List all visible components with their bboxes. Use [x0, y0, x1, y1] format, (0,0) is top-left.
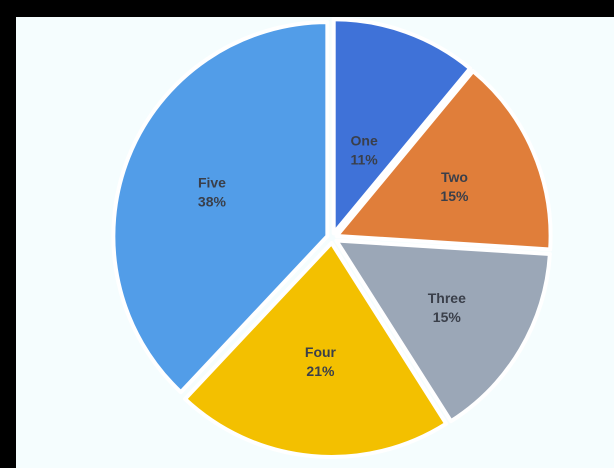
slice-percent-label: 38% [198, 193, 227, 209]
pie-slice-one [331, 17, 473, 236]
slice-percent-label: 15% [440, 188, 469, 204]
pie-slice-five [111, 20, 330, 395]
pie-slices [111, 17, 553, 459]
slice-percent-label: 15% [433, 309, 462, 325]
pie-slice-three [334, 238, 552, 424]
slice-category-label: Four [305, 344, 337, 360]
slice-percent-label: 11% [351, 152, 379, 168]
pie-slice-four [183, 240, 449, 459]
pie-labels: One 11% Two 15% Three 15% Four 21% Five 38% [198, 133, 469, 379]
slice-category-label: One [351, 133, 378, 149]
pie-slice-two [334, 69, 553, 252]
slice-category-label: Five [198, 174, 226, 190]
slice-category-label: Three [428, 290, 466, 306]
slice-percent-label: 21% [306, 363, 335, 379]
slice-category-label: Two [441, 169, 468, 185]
